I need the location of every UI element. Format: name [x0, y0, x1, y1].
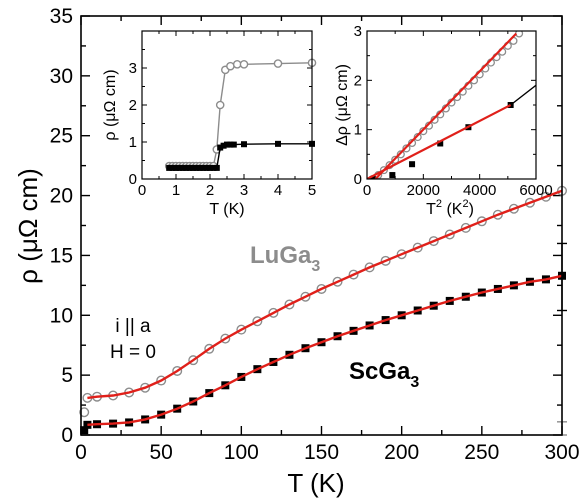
y-tick-label: 0	[61, 424, 73, 447]
data-point-square	[190, 164, 196, 171]
data-point-square	[183, 164, 190, 171]
main-plot-frame	[80, 15, 563, 436]
data-point-square	[213, 164, 220, 171]
inset-fit-line	[367, 104, 512, 179]
x-tick-label: 0	[363, 182, 371, 199]
data-point-square	[166, 164, 173, 171]
main-plot-series	[79, 185, 568, 436]
data-point-circle	[419, 127, 428, 136]
inset-extension-line	[510, 84, 536, 106]
data-point-square	[437, 140, 444, 147]
left-inset-series	[164, 58, 317, 171]
fit-curve	[87, 189, 563, 400]
lugaa3-series-label: LuGa3	[250, 242, 320, 275]
data-point-square	[173, 164, 179, 171]
y-tick-label: 0	[354, 171, 362, 188]
y-tick-label: 5	[61, 364, 73, 387]
data-point-square	[230, 141, 237, 148]
y-tick-label: 30	[50, 65, 73, 88]
left-inset-y-title: ρ (μΩ cm)	[102, 69, 119, 140]
data-point-square	[227, 141, 234, 148]
field-annotation: H = 0	[110, 342, 156, 363]
x-tick-label: 2	[206, 182, 214, 199]
y-tick-label: 3	[354, 23, 362, 40]
x-tick-label: 2000	[407, 182, 440, 199]
left-inset-tick-labels: 0 1 2 3 4 5 0 1 2 3	[129, 60, 317, 199]
data-point-square	[241, 141, 247, 148]
data-point-square	[275, 140, 281, 147]
y-tick-label: 25	[50, 125, 73, 148]
x-tick-label: 300	[544, 441, 579, 464]
y-tick-label: 2	[354, 72, 362, 89]
data-point-square	[210, 164, 217, 171]
x-tick-label: 50	[149, 441, 172, 464]
data-point-square	[193, 164, 200, 171]
data-point-circle	[239, 60, 249, 69]
y-tick-label: 0	[129, 171, 137, 188]
data-point-square	[176, 164, 183, 171]
x-tick-label: 3	[240, 182, 248, 199]
y-tick-label: 10	[50, 304, 73, 327]
data-point-square	[409, 161, 416, 168]
x-tick-label: 4	[274, 182, 282, 199]
x-tick-label: 150	[304, 441, 339, 464]
y-tick-label: 2	[129, 97, 137, 114]
right-inset-y-title: Δρ (μΩ cm)	[334, 64, 351, 146]
data-point-square	[186, 164, 193, 171]
right-inset-x-title: T2 (K2)	[426, 198, 474, 218]
right-inset-frame	[366, 30, 537, 180]
y-tick-label: 20	[50, 185, 73, 208]
data-point-square	[369, 176, 376, 179]
inset-fit-line	[374, 32, 518, 179]
x-tick-label: 250	[464, 441, 499, 464]
data-point-square	[200, 164, 207, 171]
data-point-square	[196, 164, 203, 171]
data-point-circle	[273, 59, 283, 68]
scga3-series-label: ScGa3	[349, 358, 419, 391]
y-tick-label: 1	[129, 134, 137, 151]
current-direction-annotation: i || a	[115, 316, 151, 337]
x-tick-label: 5	[308, 182, 316, 199]
fit-curve	[87, 274, 563, 426]
data-point-square	[389, 172, 396, 179]
y-tick-label: 3	[129, 60, 137, 77]
data-point-circle	[413, 133, 422, 142]
data-point-square	[224, 141, 230, 148]
right-inset-series	[367, 31, 536, 179]
main-y-axis-title: ρ (μΩ cm)	[13, 168, 43, 284]
data-point-square	[507, 102, 514, 108]
x-tick-label: 0	[75, 441, 87, 464]
x-tick-label: 1	[172, 182, 180, 199]
data-point-circle	[215, 100, 225, 110]
right-inset-tick-labels: 0 2000 4000 6000 0 1 2 3	[354, 23, 553, 199]
x-tick-label: 4000	[463, 182, 496, 199]
data-point-square	[220, 142, 227, 149]
data-point-square	[80, 426, 89, 435]
data-point-square	[203, 164, 210, 171]
data-point-square	[169, 164, 176, 171]
main-x-axis-title: T (K)	[287, 468, 344, 498]
x-tick-label: 200	[384, 441, 419, 464]
data-point-square	[217, 144, 224, 151]
left-inset-frame	[141, 30, 313, 180]
data-point-circle	[79, 407, 90, 418]
data-point-square	[179, 164, 186, 171]
x-tick-label: 0	[138, 182, 146, 199]
y-tick-label: 35	[50, 5, 73, 28]
y-tick-label: 15	[50, 244, 73, 267]
x-tick-label: 6000	[519, 182, 552, 199]
data-point-square	[207, 164, 213, 171]
y-tick-label: 1	[354, 122, 362, 139]
x-tick-label: 100	[224, 441, 259, 464]
left-inset-x-title: T (K)	[209, 201, 244, 218]
